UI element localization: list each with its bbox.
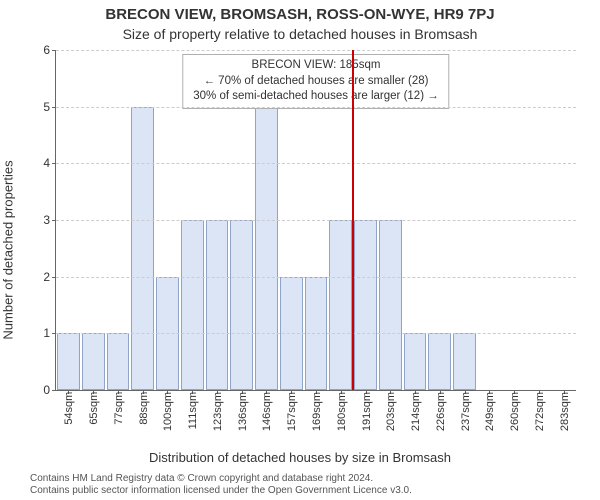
footer-text: Contains HM Land Registry data © Crown c… [30, 473, 590, 496]
footer-line-1: Contains HM Land Registry data © Crown c… [30, 473, 590, 485]
x-tick-label: 136sqm [237, 392, 249, 431]
x-tick-label: 272sqm [534, 392, 546, 431]
x-tick-label: 203sqm [385, 392, 397, 431]
x-tick-label: 88sqm [138, 392, 150, 425]
x-tick-label: 260sqm [509, 392, 521, 431]
x-tick-label: 191sqm [361, 392, 373, 431]
plot-area: BRECON VIEW: 185sqm ← 70% of detached ho… [55, 50, 576, 391]
legend-line-2: ← 70% of detached houses are smaller (28… [193, 74, 438, 90]
y-tick-label: 0 [28, 383, 56, 397]
x-tick-label: 65sqm [88, 392, 100, 425]
y-tick-label: 6 [28, 43, 56, 57]
bar [230, 220, 253, 390]
chart-legend: BRECON VIEW: 185sqm ← 70% of detached ho… [182, 54, 449, 109]
x-tick-label: 214sqm [410, 392, 422, 431]
x-tick-label: 169sqm [311, 392, 323, 431]
footer-line-2: Contains public sector information licen… [30, 485, 590, 497]
bar [329, 220, 352, 390]
x-tick-label: 111sqm [187, 392, 199, 430]
x-tick-label: 146sqm [262, 392, 274, 431]
x-axis-label: Distribution of detached houses by size … [0, 450, 600, 465]
chart-container: BRECON VIEW, BROMSASH, ROSS-ON-WYE, HR9 … [0, 0, 600, 500]
grid-line [56, 277, 576, 278]
grid-line [56, 220, 576, 221]
y-tick-label: 5 [28, 100, 56, 114]
x-tick-label: 226sqm [435, 392, 447, 431]
bar [181, 220, 204, 390]
x-tick-label: 180sqm [336, 392, 348, 431]
bar [428, 333, 451, 390]
y-axis-label: Number of detached properties [1, 160, 16, 339]
chart-subtitle: Size of property relative to detached ho… [0, 26, 600, 42]
x-tick-label: 157sqm [286, 392, 298, 431]
legend-line-1: BRECON VIEW: 185sqm [193, 58, 438, 74]
bar [107, 333, 130, 390]
x-tick-label: 237sqm [460, 392, 472, 431]
bar [57, 333, 80, 390]
x-tick-label: 100sqm [163, 392, 175, 431]
legend-line-3: 30% of semi-detached houses are larger (… [193, 89, 438, 105]
bar [206, 220, 229, 390]
x-tick-label: 123sqm [212, 392, 224, 431]
y-tick-label: 3 [28, 213, 56, 227]
bar [255, 107, 278, 390]
x-tick-label: 77sqm [113, 392, 125, 425]
x-tick-label: 249sqm [485, 392, 497, 431]
grid-line [56, 333, 576, 334]
marker-line [352, 50, 354, 390]
grid-line [56, 163, 576, 164]
bar [453, 333, 476, 390]
bar [379, 220, 402, 390]
bar [82, 333, 105, 390]
y-tick-label: 2 [28, 270, 56, 284]
y-tick-label: 1 [28, 326, 56, 340]
bar [354, 220, 377, 390]
y-tick-label: 4 [28, 156, 56, 170]
x-tick-label: 283sqm [559, 392, 571, 431]
bar [131, 107, 154, 390]
x-tick-label: 54sqm [64, 392, 76, 425]
chart-title: BRECON VIEW, BROMSASH, ROSS-ON-WYE, HR9 … [0, 6, 600, 23]
grid-line [56, 50, 576, 51]
grid-line [56, 107, 576, 108]
bar [404, 333, 427, 390]
